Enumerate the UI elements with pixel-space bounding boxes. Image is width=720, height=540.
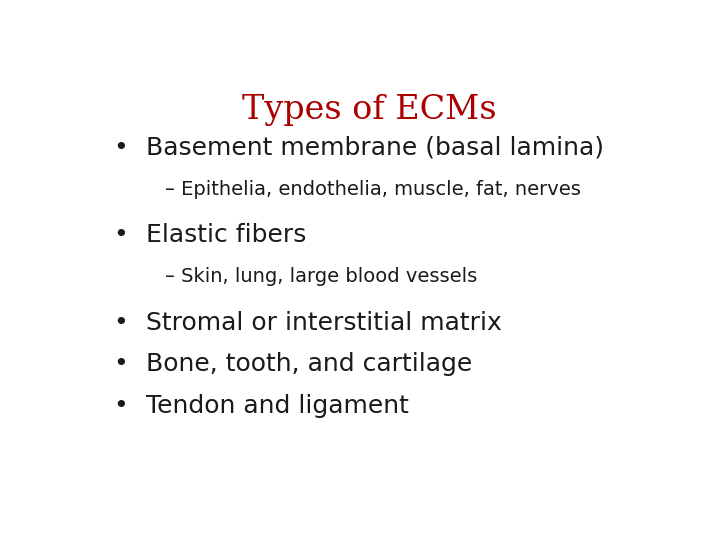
Text: Stromal or interstitial matrix: Stromal or interstitial matrix <box>145 310 502 335</box>
Text: •: • <box>113 310 128 335</box>
Text: Basement membrane (basal lamina): Basement membrane (basal lamina) <box>145 136 604 160</box>
Text: •: • <box>113 136 128 160</box>
Text: Elastic fibers: Elastic fibers <box>145 223 306 247</box>
Text: – Skin, lung, large blood vessels: – Skin, lung, large blood vessels <box>166 267 477 286</box>
Text: •: • <box>113 352 128 376</box>
Text: Tendon and ligament: Tendon and ligament <box>145 394 409 418</box>
Text: Types of ECMs: Types of ECMs <box>242 94 496 126</box>
Text: •: • <box>113 223 128 247</box>
Text: •: • <box>113 394 128 418</box>
Text: – Epithelia, endothelia, muscle, fat, nerves: – Epithelia, endothelia, muscle, fat, ne… <box>166 180 581 199</box>
Text: Bone, tooth, and cartilage: Bone, tooth, and cartilage <box>145 352 472 376</box>
